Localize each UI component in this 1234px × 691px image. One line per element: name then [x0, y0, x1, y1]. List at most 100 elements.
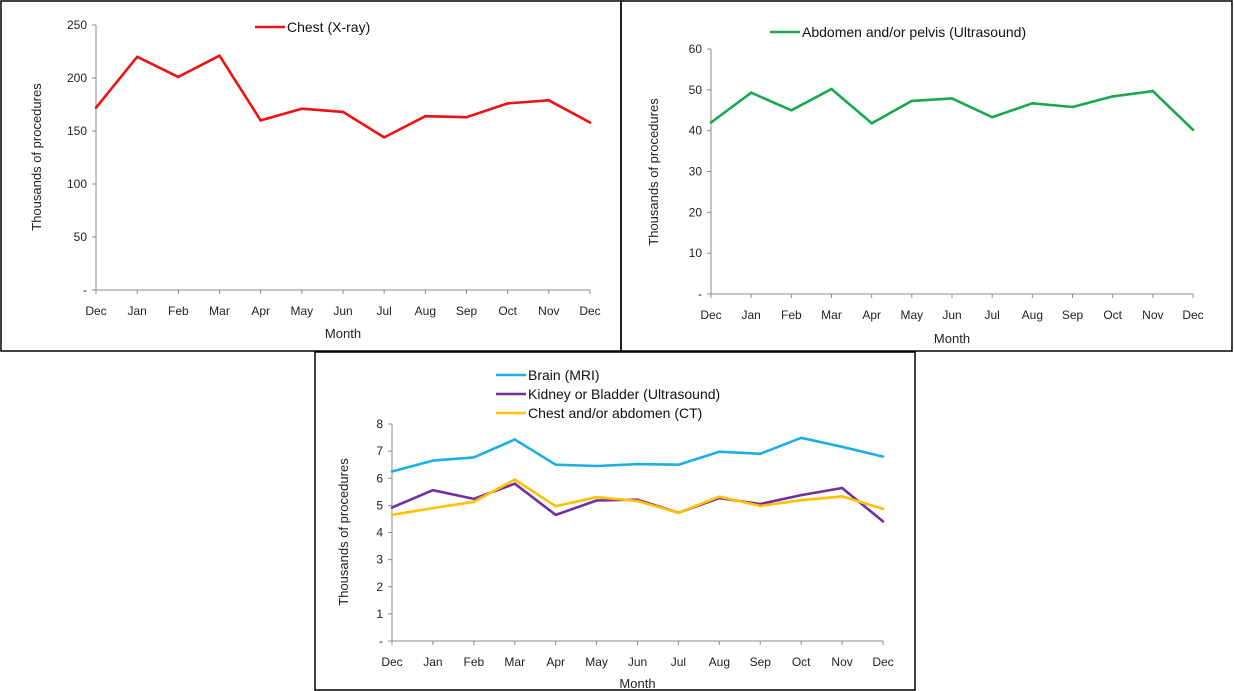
data-point: [840, 486, 844, 490]
data-point: [588, 121, 592, 124]
x-tick-label: May: [585, 655, 608, 669]
data-point: [840, 495, 844, 498]
data-point: [390, 470, 394, 473]
data-point: [1191, 128, 1195, 132]
x-tick-label: Dec: [700, 308, 721, 322]
series-line-abdomen-and-or-pelvis-ultrasound: [710, 87, 1194, 131]
y-tick-label: 200: [67, 71, 87, 85]
x-tick-label: Jan: [127, 304, 146, 318]
data-point: [799, 498, 803, 502]
data-point: [636, 462, 639, 466]
data-point: [259, 119, 262, 122]
series-line-chest-x-ray: [94, 54, 591, 139]
data-point: [749, 91, 753, 94]
data-point: [799, 493, 803, 497]
legend-label: Brain (MRI): [528, 367, 600, 383]
y-tick-label: 50: [74, 230, 88, 244]
data-point: [758, 452, 762, 456]
x-tick-label: Dec: [85, 304, 106, 318]
legend-label: Chest (X-ray): [287, 19, 370, 35]
data-point: [431, 506, 435, 510]
y-tick-label: 60: [689, 42, 703, 56]
x-tick-label: Nov: [1142, 308, 1163, 322]
x-tick-label: Sep: [750, 655, 772, 669]
data-point: [990, 115, 994, 119]
x-tick-label: Dec: [872, 655, 893, 669]
data-point: [709, 121, 713, 124]
x-tick-label: Oct: [792, 655, 811, 669]
x-tick-label: Jun: [333, 304, 352, 318]
x-tick-label: Oct: [498, 304, 517, 318]
data-point: [424, 114, 427, 118]
data-point: [718, 495, 721, 498]
legend-label: Abdomen and/or pelvis (Ultrasound): [802, 24, 1026, 40]
data-point: [177, 75, 180, 79]
data-point: [758, 504, 762, 508]
x-tick-label: Sep: [456, 304, 478, 318]
y-axis-title: Thousands of procedures: [29, 83, 44, 231]
data-point: [300, 107, 304, 111]
y-tick-label: 30: [689, 165, 703, 179]
data-point: [881, 520, 885, 523]
data-point: [595, 499, 598, 502]
x-axis-title: Month: [325, 326, 361, 341]
x-tick-label: Mar: [209, 304, 230, 318]
x-tick-label: Oct: [1103, 308, 1122, 322]
x-tick-label: Jul: [376, 304, 391, 318]
data-point: [595, 495, 598, 499]
x-tick-label: Sep: [1062, 308, 1084, 322]
data-point: [382, 136, 386, 139]
chart-chest-xray: - 50 100 150 200 250 Dec Jan Feb Mar Apr May Jun Jul A…: [29, 18, 601, 341]
x-tick-label: Mar: [504, 655, 525, 669]
y-axis-title: Thousands of procedures: [646, 98, 661, 246]
x-tick-label: Feb: [168, 304, 189, 318]
x-tick-label: Jul: [671, 655, 686, 669]
data-point: [431, 459, 435, 462]
x-tick-label: Apr: [251, 304, 270, 318]
y-tick-label: 4: [376, 526, 383, 540]
x-tick-label: Dec: [579, 304, 600, 318]
data-point: [431, 488, 435, 492]
y-tick-label: 3: [376, 553, 383, 567]
x-tick-label: May: [290, 304, 313, 318]
x-tick-label: Dec: [1182, 308, 1203, 322]
y-tick-label: 1: [376, 607, 383, 621]
data-point: [799, 436, 803, 440]
data-point: [465, 115, 468, 119]
data-point: [790, 108, 793, 112]
data-point: [513, 482, 517, 485]
y-tick-label: -: [379, 634, 383, 648]
x-tick-label: Dec: [381, 655, 402, 669]
data-point: [595, 464, 598, 468]
data-point: [677, 511, 680, 514]
data-point: [390, 513, 394, 517]
data-point: [218, 54, 221, 58]
data-point: [472, 456, 476, 459]
x-tick-label: Jun: [942, 308, 961, 322]
y-tick-label: 50: [689, 83, 703, 97]
x-tick-label: Jun: [628, 655, 647, 669]
data-point: [636, 499, 639, 503]
data-point: [718, 450, 721, 453]
panel-frame-abdomen-ultrasound: [620, 0, 1233, 352]
data-point: [881, 507, 885, 511]
data-point: [1031, 102, 1034, 105]
y-tick-label: 5: [376, 498, 383, 512]
x-tick-label: Mar: [821, 308, 842, 322]
data-point: [554, 513, 557, 517]
panel-frame-combined: [314, 351, 916, 691]
x-tick-label: Feb: [463, 655, 484, 669]
x-tick-label: Aug: [415, 304, 436, 318]
data-point: [135, 55, 139, 59]
y-tick-label: 150: [67, 124, 87, 138]
series-line-brain-mri: [391, 436, 884, 473]
x-tick-label: Jul: [984, 308, 999, 322]
chart-brain-kidney-chest-ct: - 1 2 3 4 5 6 7 8 Dec Jan Feb Mar Apr May Jun Jul Aug Sep O…: [336, 367, 894, 691]
data-point: [910, 99, 914, 103]
y-tick-label: 6: [376, 471, 383, 485]
y-tick-label: -: [83, 283, 87, 297]
y-tick-label: 7: [376, 444, 383, 458]
data-point: [554, 504, 557, 508]
x-tick-label: Apr: [862, 308, 881, 322]
